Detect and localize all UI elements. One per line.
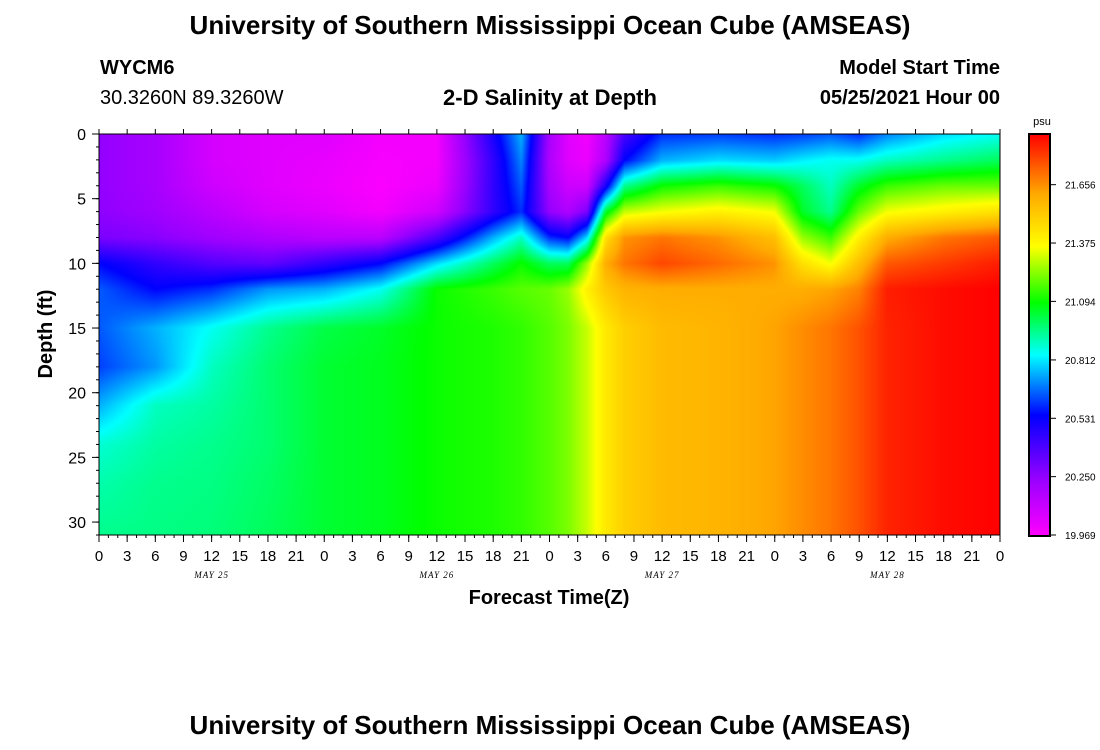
colorbar-tick-label: 21.656 [1065,181,1096,192]
x-tick-label: 15 [231,548,248,565]
salinity-heatmap [99,134,1000,535]
x-tick-label: 18 [710,548,727,565]
x-tick-label: 0 [771,548,779,565]
y-tick-label: 0 [77,127,86,144]
colorbar-tick-label: 19.969 [1065,531,1096,542]
y-tick-label: 30 [68,515,86,532]
x-tick-label: 9 [855,548,863,565]
x-tick-label: 6 [602,548,610,565]
x-tick-label: 18 [485,548,502,565]
colorbar-unit: psu [1033,116,1051,128]
y-tick-label: 15 [68,321,86,338]
x-tick-label: 15 [457,548,474,565]
x-tick-label: 3 [799,548,807,565]
x-tick-label: 12 [654,548,671,565]
date-label: MAY 25 [193,570,229,580]
x-tick-label: 21 [513,548,530,565]
x-tick-label: 21 [288,548,305,565]
x-tick-label: 3 [348,548,356,565]
model-start-value: 05/25/2021 Hour 00 [819,87,1000,109]
x-tick-label: 15 [907,548,924,565]
x-tick-label: 6 [151,548,159,565]
y-tick-label: 10 [68,256,86,273]
x-tick-label: 9 [179,548,187,565]
date-label: MAY 27 [644,570,680,580]
x-tick-label: 18 [260,548,277,565]
colorbar [1028,133,1051,537]
page-title-bottom: University of Southern Mississippi Ocean… [189,710,911,740]
date-label: MAY 26 [418,570,454,580]
x-tick-label: 12 [429,548,446,565]
y-axis-label: Depth (ft) [35,290,57,379]
x-tick-label: 18 [935,548,952,565]
y-tick-label: 20 [68,386,86,403]
model-start-label: Model Start Time [839,57,1000,79]
colorbar-tick-label: 20.812 [1065,356,1096,367]
colorbar-tick-label: 20.531 [1065,414,1096,425]
date-label: MAY 28 [869,570,905,580]
x-tick-label: 0 [320,548,328,565]
colorbar-tick-label: 21.094 [1065,297,1096,308]
x-tick-label: 6 [827,548,835,565]
x-tick-label: 0 [95,548,103,565]
x-tick-label: 12 [203,548,220,565]
page-title-top: University of Southern Mississippi Ocean… [189,10,911,40]
x-tick-label: 21 [738,548,755,565]
station-coords: 30.3260N 89.3260W [100,87,284,109]
x-tick-label: 9 [630,548,638,565]
station-id: WYCM6 [100,57,175,79]
x-axis-label: Forecast Time(Z) [469,587,630,609]
x-tick-label: 9 [405,548,413,565]
x-tick-label: 3 [573,548,581,565]
x-tick-label: 0 [545,548,553,565]
y-tick-label: 25 [68,450,86,467]
x-tick-label: 3 [123,548,131,565]
colorbar-tick-label: 21.375 [1065,239,1096,250]
y-tick-label: 5 [77,192,86,209]
x-tick-label: 15 [682,548,699,565]
x-tick-label: 0 [996,548,1004,565]
x-tick-label: 21 [964,548,981,565]
chart-title: 2-D Salinity at Depth [443,85,657,110]
x-tick-label: 6 [376,548,384,565]
colorbar-tick-label: 20.250 [1065,473,1096,484]
x-tick-label: 12 [879,548,896,565]
